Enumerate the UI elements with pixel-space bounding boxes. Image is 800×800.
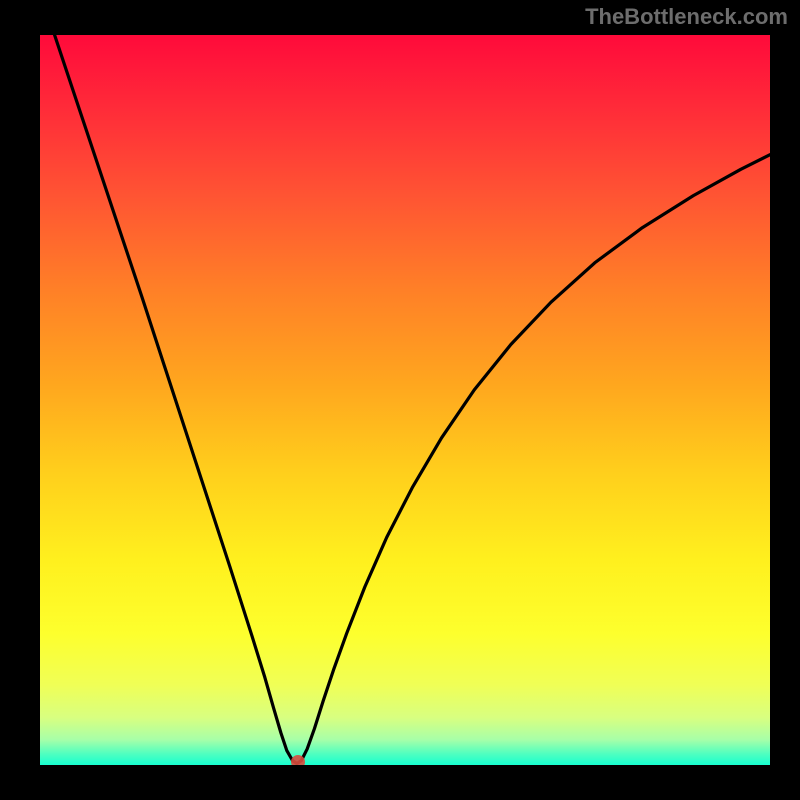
chart-frame	[35, 30, 775, 770]
sweet-spot-marker	[291, 755, 305, 769]
bottleneck-curve-layer	[40, 35, 770, 765]
bottleneck-curve	[55, 35, 770, 764]
watermark-text: TheBottleneck.com	[585, 4, 788, 30]
